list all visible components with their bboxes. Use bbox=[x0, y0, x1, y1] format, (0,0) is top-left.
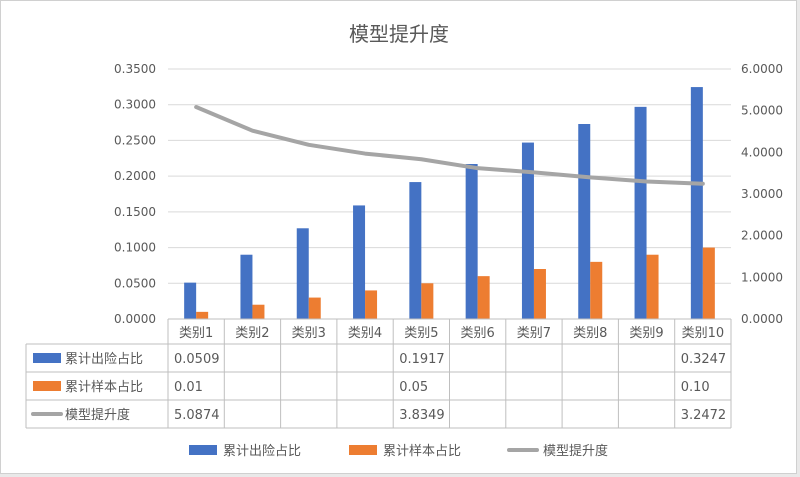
bar bbox=[308, 297, 321, 319]
y-left-tick-label: 0.1500 bbox=[114, 205, 156, 219]
legend-label: 累计出险占比 bbox=[223, 444, 301, 459]
line-point bbox=[364, 153, 366, 155]
bar bbox=[365, 290, 378, 319]
legend: 累计出险占比 累计样本占比 模型提升度 bbox=[189, 443, 608, 459]
table-cell: 5.0874 bbox=[174, 408, 220, 423]
y-left-tick-label: 0.0500 bbox=[114, 276, 156, 290]
line-point bbox=[589, 176, 591, 178]
bar-series bbox=[184, 87, 715, 319]
line-point bbox=[646, 181, 648, 182]
bar bbox=[690, 87, 703, 319]
y-right-tick-label: 0.0000 bbox=[741, 312, 783, 326]
bar bbox=[196, 311, 209, 319]
y-right-tick-label: 5.0000 bbox=[741, 104, 783, 118]
line-point bbox=[420, 158, 422, 160]
data-table: 类别1 类别2 类别3 类别4 类别5 类别6 类别7 类别8 类别9 类别10 累计出险占比 0.0… bbox=[25, 318, 732, 429]
y-left-tick-label: 0.1000 bbox=[114, 241, 156, 255]
bar bbox=[533, 269, 546, 319]
row-label: 模型提升度 bbox=[65, 407, 130, 423]
x-tick-label: 类别2 bbox=[235, 326, 269, 341]
table-cell: 0.3247 bbox=[681, 352, 727, 367]
x-tick-label: 类别5 bbox=[404, 326, 438, 341]
y-left-tick-label: 0.3000 bbox=[114, 98, 156, 112]
y-right-tick-label: 6.0000 bbox=[741, 62, 783, 76]
gridlines bbox=[168, 68, 731, 320]
y-right-tick-label: 1.0000 bbox=[741, 270, 783, 284]
bar bbox=[409, 182, 422, 319]
row-key-swatch bbox=[33, 381, 61, 391]
bar bbox=[240, 254, 253, 319]
row-label: 累计样本占比 bbox=[65, 380, 143, 395]
x-tick-label: 类别3 bbox=[292, 326, 326, 341]
line-point bbox=[308, 144, 310, 146]
bar bbox=[353, 205, 366, 319]
bar bbox=[421, 283, 434, 319]
row-key-swatch bbox=[33, 353, 61, 363]
bar bbox=[465, 164, 478, 319]
y-right-tick-label: 4.0000 bbox=[741, 145, 783, 159]
bar bbox=[578, 124, 591, 319]
bar bbox=[634, 106, 647, 319]
line-point bbox=[702, 183, 704, 185]
line-series bbox=[194, 105, 705, 186]
chart-title: 模型提升度 bbox=[349, 22, 449, 46]
bar bbox=[646, 254, 659, 319]
table-cell: 0.05 bbox=[399, 380, 428, 395]
bar bbox=[521, 142, 534, 319]
x-tick-label: 类别6 bbox=[461, 326, 495, 341]
line-point bbox=[195, 106, 197, 108]
x-tick-label: 类别7 bbox=[517, 326, 551, 341]
bar bbox=[590, 261, 603, 319]
y-left-tick-label: 0.0000 bbox=[114, 312, 156, 326]
table-cell: 0.1917 bbox=[399, 352, 445, 367]
y-left-tick-label: 0.2500 bbox=[114, 133, 156, 147]
legend-swatch bbox=[189, 445, 217, 455]
x-tick-label: 类别1 bbox=[179, 326, 213, 341]
x-tick-label: 类别9 bbox=[629, 326, 663, 341]
x-tick-label: 类别4 bbox=[348, 326, 382, 341]
table-cell: 0.0509 bbox=[174, 352, 220, 367]
bar bbox=[184, 282, 197, 319]
y-left-tick-label: 0.3500 bbox=[114, 62, 156, 76]
table-cell: 0.01 bbox=[174, 380, 203, 395]
bar bbox=[477, 276, 490, 319]
bar bbox=[702, 247, 715, 319]
axes: 0.0000 0.0500 0.1000 0.1500 0.2000 0.2500 0.30… bbox=[114, 62, 783, 326]
x-tick-label: 类别8 bbox=[573, 326, 607, 341]
legend-swatch bbox=[349, 445, 377, 455]
line-point bbox=[533, 171, 535, 173]
line-path bbox=[194, 105, 705, 186]
table-cell: 3.8349 bbox=[399, 408, 445, 423]
legend-label: 模型提升度 bbox=[543, 443, 608, 459]
table-cell: 3.2472 bbox=[681, 408, 727, 423]
legend-label: 累计样本占比 bbox=[383, 444, 461, 459]
line-point bbox=[477, 167, 479, 169]
y-left-tick-label: 0.2000 bbox=[114, 169, 156, 183]
bar bbox=[296, 228, 309, 319]
bar bbox=[252, 304, 265, 319]
y-right-tick-label: 2.0000 bbox=[741, 229, 783, 243]
line-point bbox=[251, 130, 253, 132]
row-label: 累计出险占比 bbox=[65, 352, 143, 367]
table-cell: 0.10 bbox=[681, 380, 710, 395]
y-right-tick-label: 3.0000 bbox=[741, 187, 783, 201]
x-tick-label: 类别10 bbox=[682, 326, 725, 341]
